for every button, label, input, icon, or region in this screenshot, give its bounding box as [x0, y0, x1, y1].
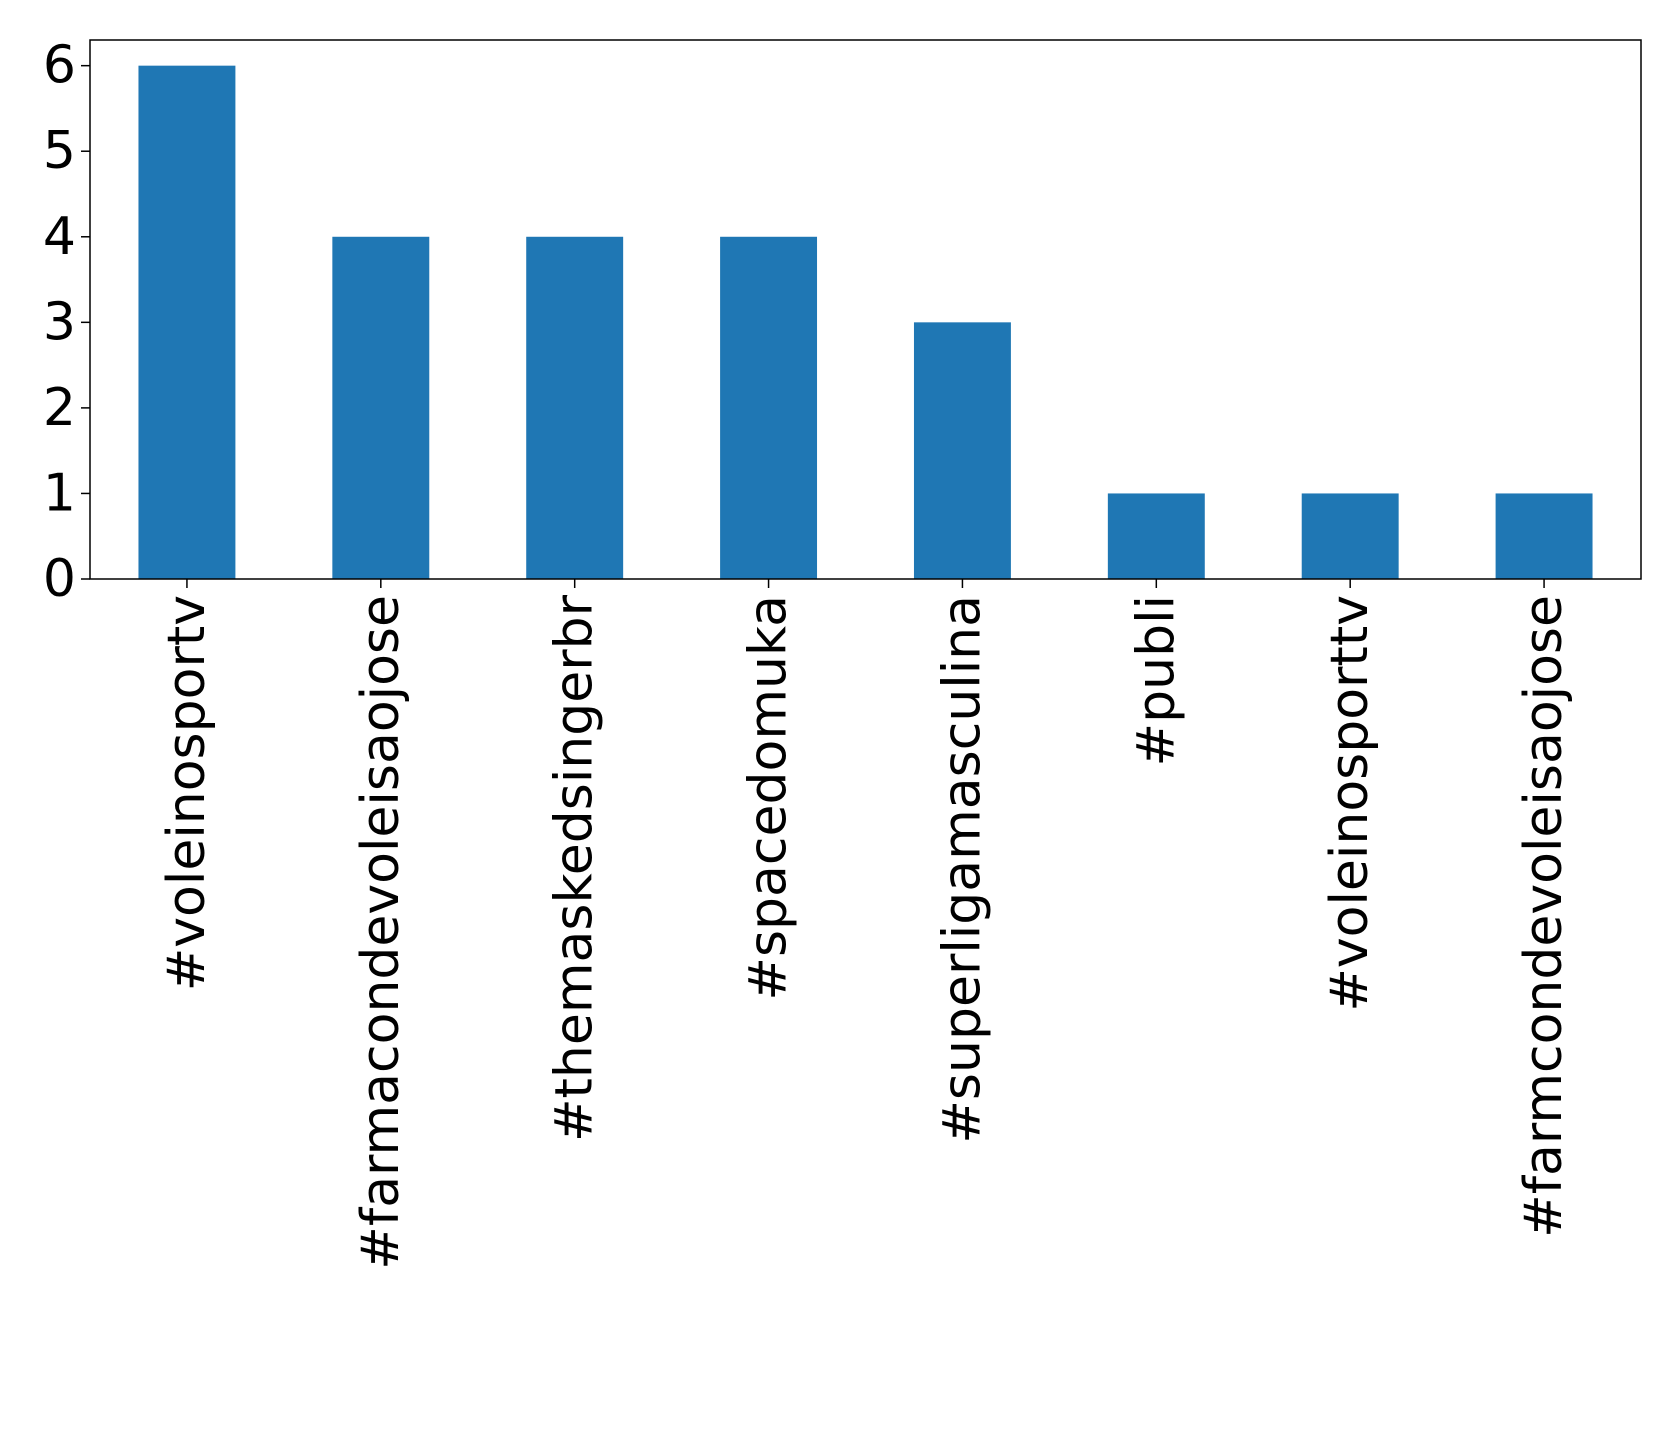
x-tick-label: #farmacondevoleisaojose [351, 595, 411, 1270]
plot-frame [89, 39, 1642, 580]
y-tick-label: 6 [43, 36, 76, 96]
bar [1301, 493, 1399, 579]
x-tick-label: #superligamasculina [932, 595, 992, 1144]
bar [1107, 493, 1205, 579]
x-tick-label: #spacedomuka [739, 595, 799, 1001]
y-tick-label: 3 [43, 292, 76, 352]
y-tick-label: 0 [43, 549, 76, 609]
bar [913, 322, 1011, 579]
y-tick-label: 1 [43, 463, 76, 523]
bar [138, 65, 236, 579]
bar [332, 236, 430, 579]
y-tick-label: 4 [43, 207, 76, 267]
x-tick-label: #voleinosporttv [1320, 595, 1380, 1012]
bar [720, 236, 818, 579]
bar [1495, 493, 1593, 579]
x-tick-label: #farmcondevoleisaojose [1514, 595, 1574, 1238]
y-tick-label: 5 [43, 121, 76, 181]
x-tick-label: #voleinosportv [157, 595, 217, 991]
bar [526, 236, 624, 579]
x-tick-label: #themaskedsingerbr [545, 594, 605, 1142]
y-tick-label: 2 [43, 378, 76, 438]
x-tick-label: #publi [1126, 595, 1186, 766]
